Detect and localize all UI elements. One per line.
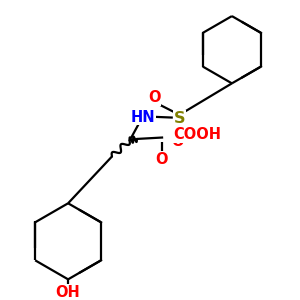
Text: COOH: COOH [173,127,221,142]
Text: OH: OH [56,285,80,300]
Text: O: O [172,134,184,149]
Text: O: O [148,91,160,106]
Text: S: S [173,111,185,126]
Text: HN: HN [130,110,155,124]
Text: O: O [155,152,168,167]
